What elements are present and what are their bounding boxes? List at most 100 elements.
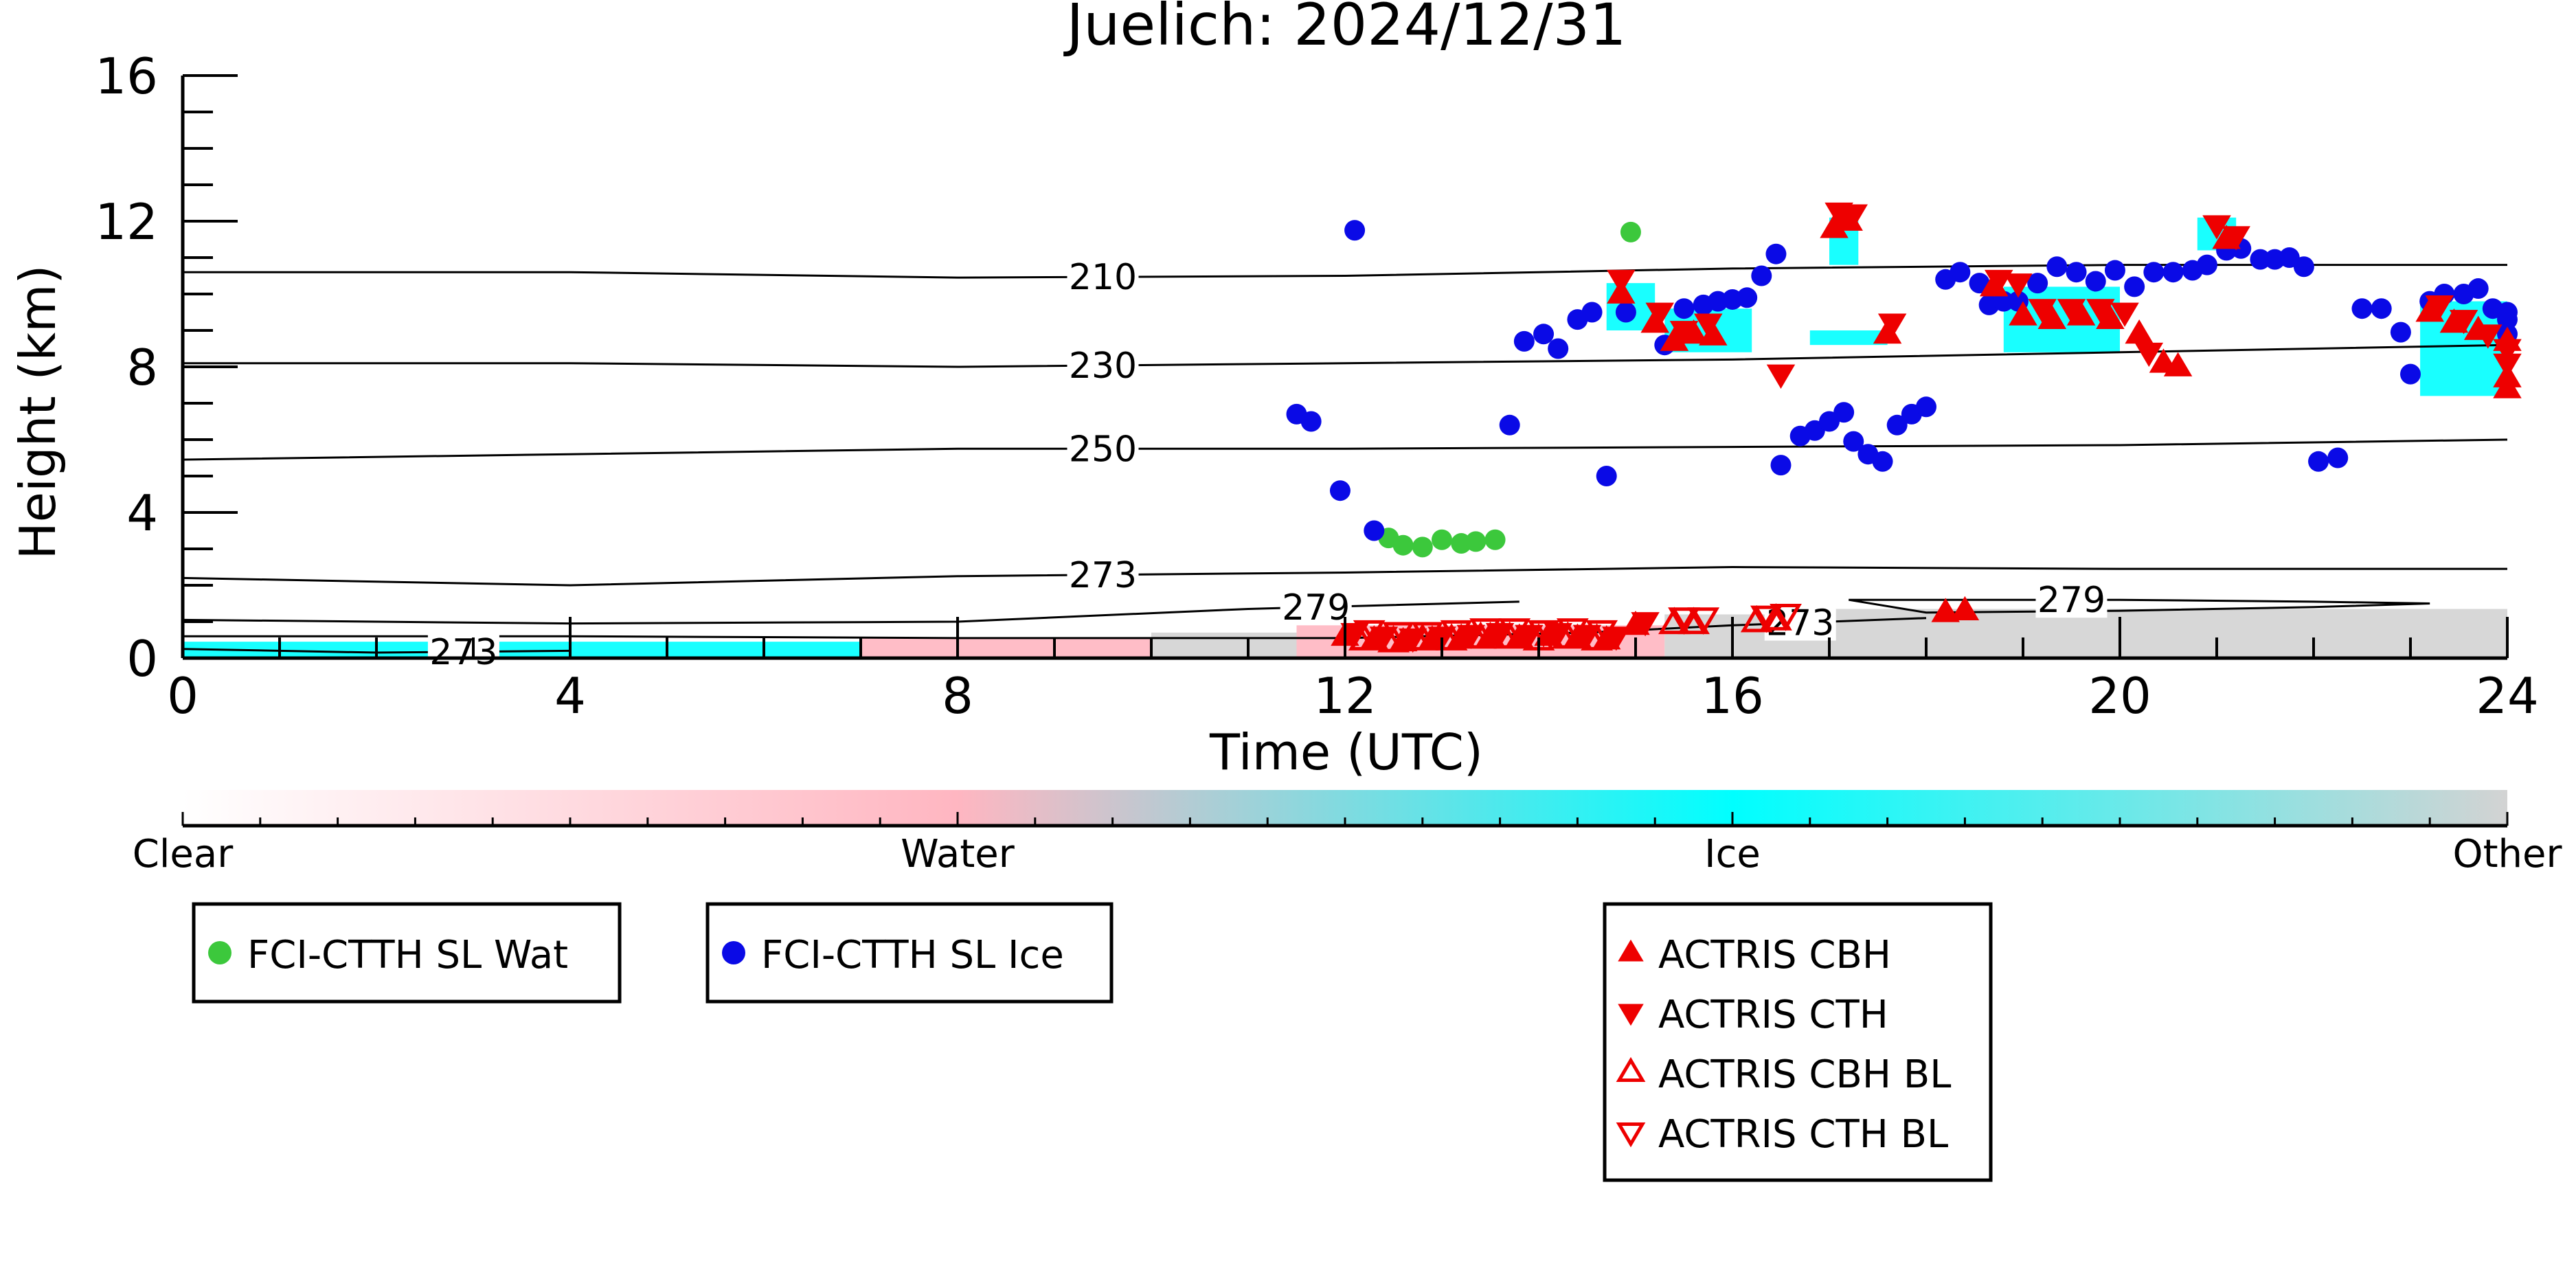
colorbar-label-water: Water — [901, 832, 1015, 877]
axes-layer: 0 4 8 12 16 0 4 8 12 16 20 24 — [95, 47, 2538, 725]
y-tick-label: 12 — [95, 193, 158, 251]
point-actris-cth — [1694, 313, 1723, 338]
point-fci-ctth-sl-ice — [2104, 260, 2125, 281]
point-actris-cth — [2474, 324, 2502, 349]
point-fci-ctth-sl-wat — [1392, 534, 1414, 556]
point-actris-cbh — [2125, 319, 2154, 344]
contour-label: 273 — [429, 632, 497, 673]
point-actris-cbh-bl — [1435, 623, 1468, 651]
point-fci-ctth-sl-ice — [1770, 455, 1792, 476]
point-actris-cbh — [1931, 598, 1960, 622]
contour-label: 250 — [1069, 429, 1137, 470]
point-actris-cth — [1877, 313, 1907, 338]
point-actris-cth-bl — [1498, 618, 1531, 646]
point-fci-ctth-sl-ice — [1596, 466, 1617, 486]
point-actris-cbh-bl — [1740, 605, 1773, 633]
point-fci-ctth-sl-ice — [2027, 273, 2048, 294]
point-actris-cbh-bl — [1581, 623, 1613, 651]
point-actris-cth — [2134, 342, 2164, 368]
point-fci-ctth-sl-ice — [2497, 302, 2518, 323]
chart-title: Juelich: 2024/12/31 — [1063, 0, 1627, 58]
point-actris-cbh-bl — [1760, 603, 1792, 631]
point-fci-ctth-sl-ice — [1533, 324, 1555, 345]
contour-label: 279 — [1282, 587, 1350, 629]
point-actris-cbh-bl — [1377, 624, 1410, 653]
point-actris-cth — [1766, 364, 1796, 389]
point-fci-ctth-sl-ice — [2046, 256, 2068, 278]
contour-line-230 — [183, 343, 2508, 368]
colorbar-label-clear: Clear — [133, 832, 234, 877]
point-actris-cbh-bl — [1658, 607, 1691, 635]
point-fci-ctth-sl-ice — [2162, 262, 2184, 283]
point-actris-cth — [2057, 299, 2086, 324]
contour-label-bg — [1067, 348, 1139, 384]
point-fci-ctth-sl-ice — [2066, 262, 2087, 283]
point-fci-ctth-sl-ice — [1548, 338, 1569, 359]
contour-label-bg — [1067, 431, 1139, 467]
point-fci-ctth-sl-ice — [2250, 249, 2271, 270]
point-fci-ctth-sl-ice — [2143, 262, 2165, 283]
legend-marker-fci-ctth-sl-ice — [722, 941, 745, 964]
point-fci-ctth-sl-wat — [1412, 536, 1433, 558]
point-actris-cth-bl — [1469, 618, 1502, 646]
point-fci-ctth-sl-ice — [2085, 271, 2106, 292]
point-actris-cth — [2493, 353, 2522, 379]
point-actris-cth — [2493, 339, 2522, 363]
point-actris-cbh — [1950, 596, 1980, 621]
point-actris-cth-bl — [1668, 607, 1700, 635]
contour-label: 210 — [1069, 257, 1137, 298]
y-tick-label: 0 — [126, 630, 158, 688]
point-fci-ctth-sl-ice — [1300, 411, 1322, 432]
point-fci-ctth-sl-ice — [2400, 363, 2421, 385]
legend-marker-actris-cbh — [1618, 939, 1644, 962]
legend-label-actris-cth: ACTRIS CTH — [1658, 993, 1888, 1037]
legend-marker-actris-cth — [1618, 1004, 1644, 1026]
point-fci-ctth-sl-ice — [1843, 431, 1864, 452]
point-actris-cth — [1645, 302, 1674, 327]
point-actris-cth — [2425, 295, 2454, 320]
marker-layer — [1286, 202, 2522, 653]
point-fci-ctth-sl-ice — [1751, 265, 1772, 286]
legend-label-fci-ctth-sl-ice: FCI-CTTH SL Ice — [761, 933, 1064, 978]
point-fci-ctth-sl-ice — [1615, 302, 1636, 323]
x-tick-label: 12 — [1313, 667, 1377, 725]
x-tick-label: 20 — [2088, 667, 2151, 725]
legend-marker-actris-cbh-bl — [1616, 1057, 1646, 1083]
point-fci-ctth-sl-ice — [2371, 298, 2392, 319]
point-actris-cbh-bl — [1493, 621, 1526, 649]
point-actris-cbh — [2009, 301, 2037, 326]
legend-marker-actris-cth-bl — [1616, 1122, 1646, 1148]
contour-label-bg — [2035, 582, 2108, 618]
point-fci-ctth-sl-wat — [1620, 221, 1641, 242]
point-fci-ctth-sl-ice — [1513, 330, 1535, 352]
contour-line-273 — [182, 565, 2507, 587]
point-actris-cth-bl — [1527, 620, 1560, 648]
legend-marker-fci-ctth-sl-wat — [208, 941, 231, 964]
y-tick-label: 8 — [126, 339, 158, 396]
contour-line-279 — [1848, 598, 2430, 614]
point-actris-cth-bl — [1750, 605, 1783, 633]
point-actris-cbh-bl — [1677, 607, 1710, 635]
point-actris-cth — [2086, 299, 2115, 324]
legend-label-actris-cbh: ACTRIS CBH — [1658, 933, 1891, 978]
legend-label-actris-cbh-bl: ACTRIS CBH BL — [1658, 1052, 1951, 1097]
point-actris-cth-bl — [1687, 607, 1720, 635]
point-actris-cbh — [2493, 374, 2522, 398]
point-actris-cth — [2028, 299, 2057, 324]
point-actris-cth — [2222, 226, 2250, 251]
y-tick-label: 16 — [95, 47, 158, 105]
point-actris-cth — [2449, 310, 2478, 335]
background-patch-other — [1151, 632, 1297, 658]
point-actris-cbh — [2163, 352, 2193, 376]
point-actris-cbh-bl — [1406, 623, 1439, 651]
background-patch-water — [861, 637, 1151, 658]
contour-line-250 — [182, 438, 2508, 461]
colorbar-label-other: Other — [2452, 832, 2562, 877]
x-tick-label: 8 — [942, 667, 973, 725]
y-tick-label: 4 — [126, 484, 158, 542]
legend-box-water: FCI-CTTH SL Wat — [192, 902, 622, 1004]
point-fci-ctth-sl-ice — [2308, 451, 2329, 472]
colorbar-label-ice: Ice — [1704, 832, 1761, 877]
